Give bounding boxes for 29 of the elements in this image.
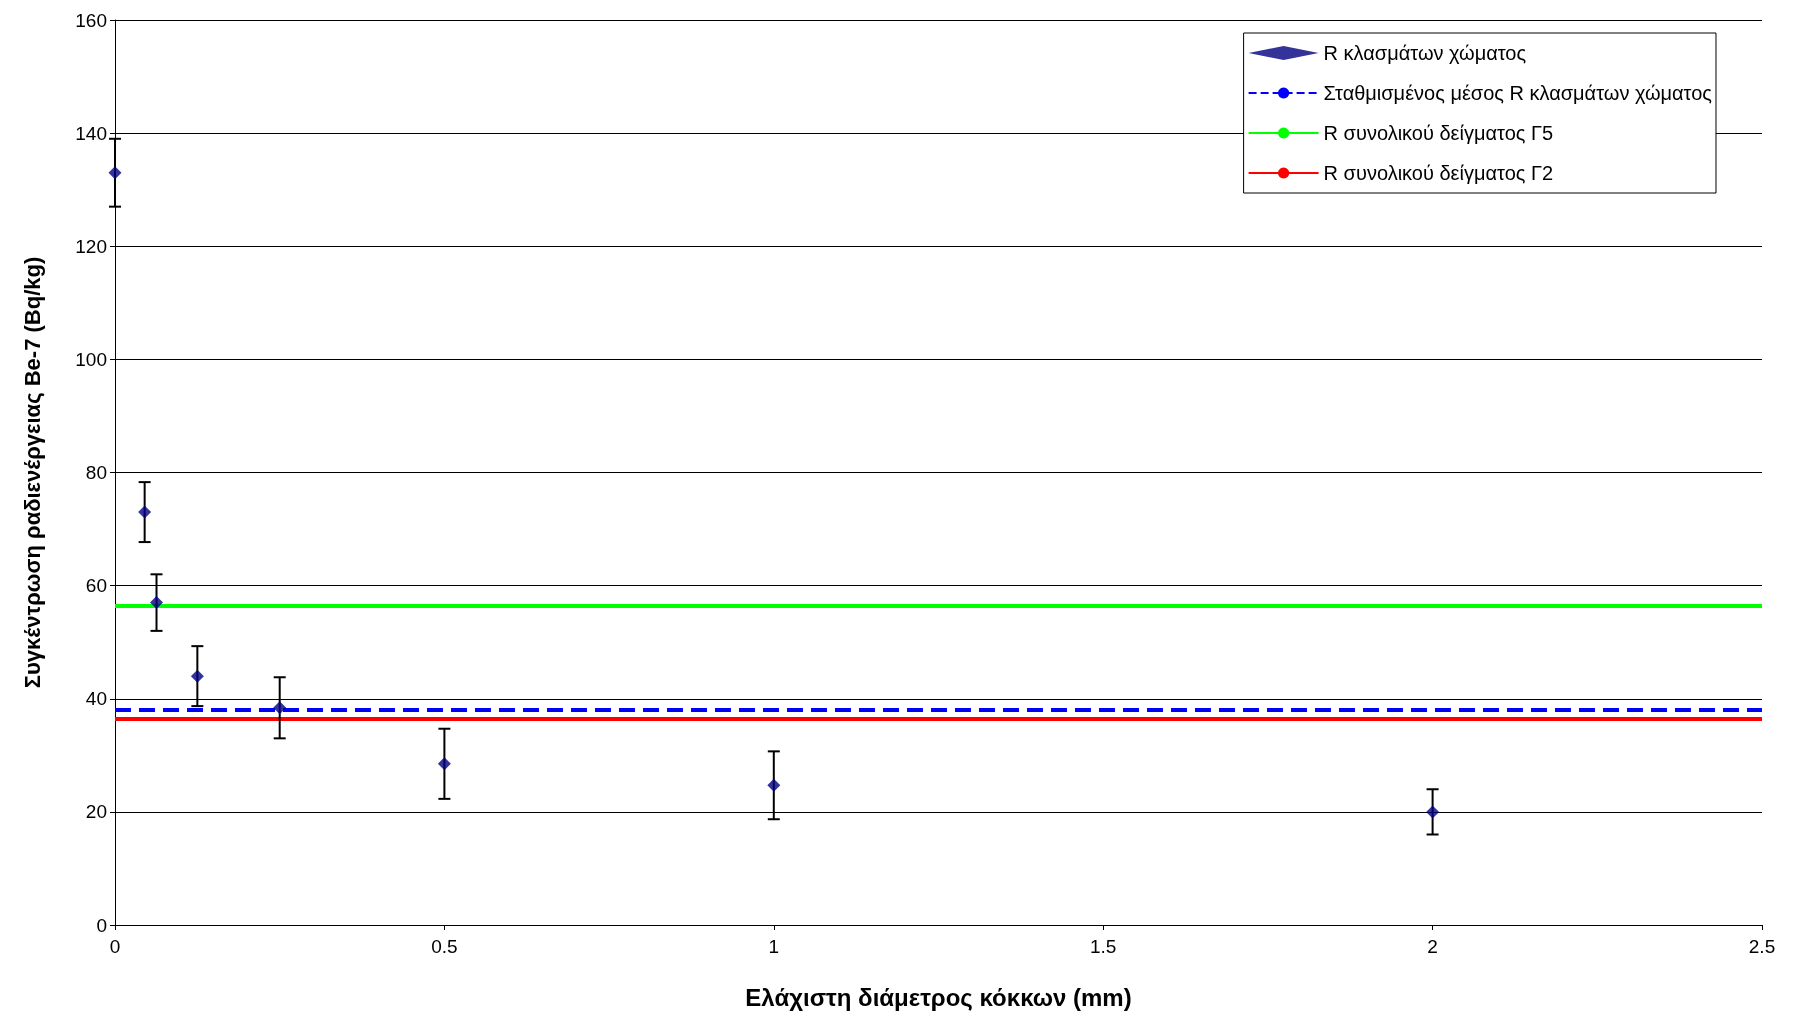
y-tick-label: 120	[75, 235, 107, 257]
legend-label: R συνολικού δείγματος Γ2	[1323, 162, 1554, 184]
legend-label: R κλασμάτων χώματος	[1323, 42, 1527, 64]
point	[437, 757, 451, 771]
y-tick-label: 0	[96, 914, 107, 936]
x-axis-title: Ελάχιστη διάμετρος κόκκων (mm)	[745, 983, 1132, 1011]
y-tick-label: 20	[85, 801, 107, 823]
x-tick-label: 2	[1427, 936, 1438, 957]
y-tick-label: 60	[85, 575, 107, 597]
x-tick-label: 2.5	[1748, 936, 1776, 957]
point	[150, 596, 163, 610]
legend-label: Σταθμισμένος μέσος R κλασμάτων χώματος	[1323, 82, 1713, 104]
point	[108, 166, 122, 180]
y-tick-label: 160	[75, 9, 107, 31]
y-tick-label: 100	[75, 348, 107, 370]
x-tick-label: 0	[109, 936, 121, 957]
point	[767, 778, 781, 792]
y-tick-label: 80	[85, 462, 107, 483]
point	[1426, 805, 1440, 819]
point	[138, 505, 152, 519]
x-tick-label: 1.5	[1089, 936, 1117, 957]
y-axis-title: Συγκέντρωση ραδιενέργειας Be-7 (Bq/kg)	[19, 256, 45, 689]
legend-label: R συνολικού δείγματος Γ5	[1323, 122, 1554, 144]
x-tick-label: 0.5	[431, 936, 458, 957]
y-tick-label: 40	[85, 688, 107, 710]
x-tick-label: 1	[768, 936, 780, 957]
point	[190, 669, 204, 683]
y-tick-label: 140	[75, 122, 107, 144]
point	[273, 701, 287, 715]
